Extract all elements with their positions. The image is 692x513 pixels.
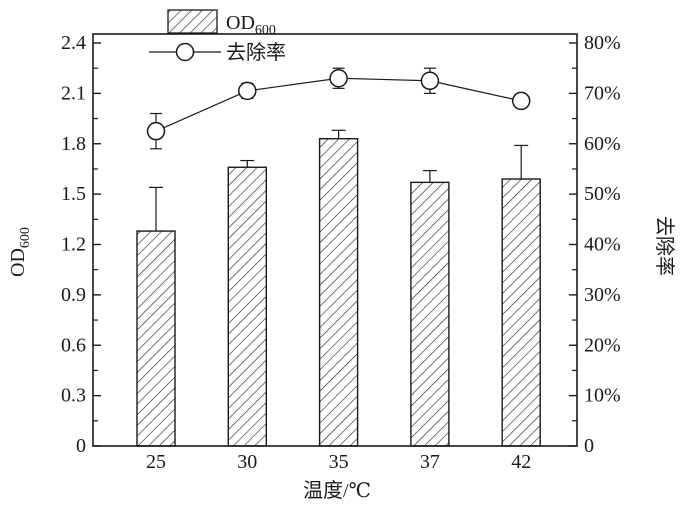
left-tick-label: 0 [76, 435, 86, 457]
legend: OD600 去除率 [149, 9, 286, 64]
left-tick-label: 2.4 [61, 32, 86, 54]
right-tick-label: 50% [584, 183, 621, 205]
legend-label-removal: 去除率 [226, 41, 286, 64]
legend-bar-swatch [167, 9, 218, 34]
left-tick-label: 0.6 [61, 334, 86, 356]
x-tick-label: 30 [237, 451, 257, 473]
x-axis-title: 温度/℃ [303, 479, 371, 502]
line-series-removal [146, 67, 531, 150]
right-tick-label: 40% [584, 234, 621, 256]
open-circle-marker [511, 91, 531, 111]
left-axis-title: OD600 [7, 227, 33, 277]
right-tick-label: 80% [584, 32, 621, 54]
left-tick-label: 1.2 [61, 234, 86, 256]
right-tick-label: 30% [584, 284, 621, 306]
bar [318, 138, 359, 447]
right-tick-label: 20% [584, 334, 621, 356]
axis-labels: 0 0.3 0.6 0.9 1.2 1.5 1.8 2.1 2.4 0 10% 20% 30% 40% 50… [7, 32, 676, 502]
open-circle-marker [238, 81, 257, 101]
right-tick-label: 70% [584, 82, 621, 104]
bar [136, 230, 176, 447]
open-circle-marker [329, 69, 348, 88]
x-tick-label: 25 [146, 451, 166, 473]
left-tick-label: 1.5 [61, 183, 86, 205]
left-tick-label: 2.1 [61, 82, 86, 104]
x-tick-label: 42 [511, 451, 531, 473]
x-tick-label: 35 [329, 451, 349, 473]
left-tick-label: 0.3 [61, 385, 86, 407]
bar [501, 178, 541, 447]
x-tick-label: 37 [420, 451, 440, 473]
axis-ticks [93, 42, 577, 447]
right-axis-title: 去除率 [653, 216, 676, 276]
bar [227, 166, 268, 447]
right-tick-label: 10% [584, 385, 621, 407]
bar [410, 181, 450, 447]
legend-circle-swatch [175, 42, 195, 62]
legend-label-od600: OD600 [226, 12, 276, 38]
right-tick-label: 60% [584, 133, 621, 155]
left-tick-label: 1.8 [61, 133, 86, 155]
bar-series-od600 [136, 129, 541, 447]
left-tick-label: 0.9 [61, 284, 86, 306]
open-circle-marker [146, 121, 166, 141]
open-circle-marker [420, 71, 440, 91]
right-tick-label: 0 [584, 435, 594, 457]
